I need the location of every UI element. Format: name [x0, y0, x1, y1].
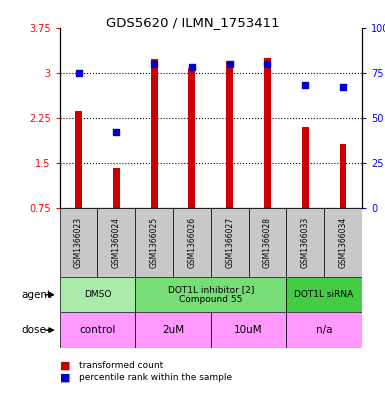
Text: GSM1366033: GSM1366033: [301, 217, 310, 268]
Bar: [286, 312, 362, 348]
Bar: [60, 208, 97, 277]
Text: GSM1366023: GSM1366023: [74, 217, 83, 268]
Text: GSM1366025: GSM1366025: [150, 217, 159, 268]
Text: n/a: n/a: [316, 325, 332, 335]
Bar: [135, 277, 286, 312]
Text: ■: ■: [60, 372, 70, 382]
Bar: [75, 111, 82, 208]
Bar: [340, 144, 346, 208]
Bar: [226, 61, 233, 208]
Text: GSM1366034: GSM1366034: [338, 217, 348, 268]
Bar: [189, 68, 195, 208]
Point: [264, 61, 271, 67]
Point: [302, 82, 308, 88]
Text: DMSO: DMSO: [84, 290, 111, 299]
Text: ■: ■: [60, 360, 70, 371]
Text: DOT1L inhibitor [2]
Compound 55: DOT1L inhibitor [2] Compound 55: [167, 285, 254, 305]
Bar: [211, 208, 249, 277]
Text: GSM1366028: GSM1366028: [263, 217, 272, 268]
Text: control: control: [79, 325, 116, 335]
Point: [113, 129, 119, 136]
Text: percentile rank within the sample: percentile rank within the sample: [79, 373, 232, 382]
Text: dose: dose: [21, 325, 46, 335]
Text: 10uM: 10uM: [234, 325, 263, 335]
Point: [75, 70, 82, 76]
Bar: [60, 277, 135, 312]
Bar: [135, 312, 211, 348]
Bar: [286, 208, 324, 277]
Bar: [286, 277, 362, 312]
Bar: [249, 208, 286, 277]
Bar: [324, 208, 362, 277]
Text: 2uM: 2uM: [162, 325, 184, 335]
Bar: [264, 58, 271, 208]
Text: GSM1366027: GSM1366027: [225, 217, 234, 268]
Text: GSM1366024: GSM1366024: [112, 217, 121, 268]
Bar: [173, 208, 211, 277]
Bar: [97, 208, 135, 277]
Text: GSM1366026: GSM1366026: [187, 217, 196, 268]
Bar: [60, 312, 135, 348]
Point: [189, 64, 195, 70]
Text: GDS5620 / ILMN_1753411: GDS5620 / ILMN_1753411: [106, 16, 279, 29]
Point: [340, 84, 346, 90]
Text: transformed count: transformed count: [79, 361, 163, 370]
Text: agent: agent: [21, 290, 51, 300]
Text: DOT1L siRNA: DOT1L siRNA: [295, 290, 354, 299]
Bar: [113, 168, 120, 208]
Bar: [135, 208, 173, 277]
Point: [151, 61, 157, 67]
Point: [227, 61, 233, 67]
Bar: [211, 312, 286, 348]
Bar: [151, 59, 157, 208]
Bar: [302, 127, 309, 208]
